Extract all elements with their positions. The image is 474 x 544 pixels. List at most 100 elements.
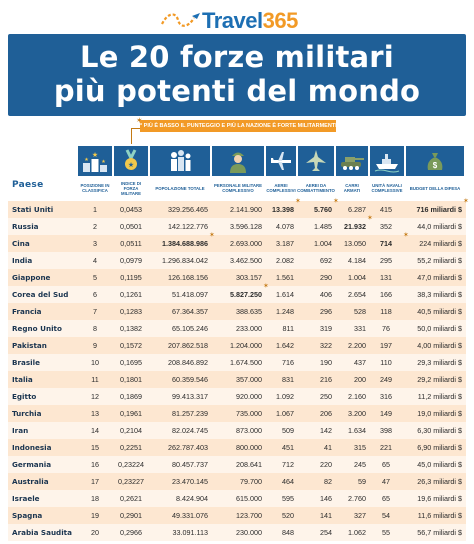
cell-budget: 6,90 miliardi $ [417, 443, 462, 452]
money-bag-icon: $ [406, 146, 464, 176]
cell-index: 0,23227 [118, 477, 144, 486]
table-row[interactable]: Turchia 13 0,1961 81.257.239 735.000 1.067 206… [8, 405, 466, 422]
cell-combat-aircraft: 290 [320, 273, 332, 282]
table-row[interactable]: Russia 2 0,0501 142.122.776 3.596.128 4.078 1.… [8, 215, 466, 235]
cell-rank: 5 [93, 273, 97, 282]
cell-tanks: 331 [354, 324, 366, 333]
table-row[interactable]: Francia 7 0,1283 67.364.357 388.635 1.248 296 5… [8, 303, 466, 320]
cell-rank: 20 [91, 528, 99, 537]
table-row[interactable]: India 4 0,0979 1.296.834.042 3.462.500 2.082 6… [8, 252, 466, 269]
table-row[interactable]: Germania 16 0,23224 80.457.737 208.641 712 220… [8, 456, 466, 473]
brand-logo[interactable]: Travel365 [158, 8, 298, 34]
col-header-index[interactable]: Indice di forza militare [120, 180, 142, 196]
medal-icon: ★ [114, 146, 148, 176]
cell-personnel: 79.700 [240, 477, 262, 486]
cell-budget: 224 miliardi $ [419, 239, 462, 248]
cell-rank: 13 [91, 409, 99, 418]
cell-country: Turchia [12, 409, 42, 418]
col-header-budget[interactable]: Budget della difesa [409, 185, 461, 191]
col-header-personnel[interactable]: Personale militare complessivo [214, 183, 262, 193]
cell-index: 0,2901 [120, 511, 142, 520]
cell-index: 0,23224 [118, 460, 144, 469]
svg-text:$: $ [433, 161, 438, 170]
cell-aircraft: 3.187 [276, 239, 294, 248]
cell-aircraft: 1.614 [276, 290, 294, 299]
cell-rank: 4 [93, 256, 97, 265]
cell-index: 0,0511 [120, 239, 142, 248]
cell-budget: 50,0 miliardi $ [417, 324, 462, 333]
cell-naval: 249 [380, 375, 392, 384]
cell-personnel: 3.462.500 [230, 256, 262, 265]
table-row[interactable]: Pakistan 9 0,1572 207.862.518 1.204.000 1.642… [8, 337, 466, 354]
cell-country: Spagna [12, 511, 43, 520]
cell-tanks: 200 [354, 375, 366, 384]
table-row[interactable]: Cina 3 0,0511 1.384.688.986 ✶ 2.693.000 3.187 1… [8, 232, 466, 252]
table-row[interactable]: Italia 11 0,1801 60.359.546 357.000 831 216 200… [8, 371, 466, 388]
cell-rank: 17 [91, 477, 99, 486]
table-row[interactable]: Brasile 10 0,1695 208.846.892 1.674.500 716 19… [8, 354, 466, 371]
table-row[interactable]: Israele 18 0,2621 8.424.904 615.000 595 146 2.7… [8, 490, 466, 507]
country-column-label: Paese [12, 180, 44, 190]
cell-tanks: 2.200 [348, 341, 366, 350]
cell-country: Regno Unito [12, 324, 62, 333]
table-row[interactable]: Iran 14 0,2104 82.024.745 873.000 509 142 1.634… [8, 422, 466, 439]
cell-tanks: 6.287 [348, 205, 366, 214]
fighter-jet-icon [298, 146, 334, 176]
cell-index: 0,0501 [120, 222, 142, 231]
cell-population: 65.105.246 [172, 324, 208, 333]
cell-population: 207.862.518 [168, 341, 208, 350]
table-row[interactable]: Corea del Sud 6 0,1261 51.418.097 5.827.250 ✶… [8, 283, 466, 303]
col-header-population[interactable]: Popolazione totale [155, 185, 205, 191]
table-row[interactable]: Spagna 19 0,2901 49.331.076 123.700 520 141 327… [8, 507, 466, 524]
cell-naval: 76 [382, 324, 390, 333]
rankings-table: Stati Uniti 1 0,0453 329.256.465 2.141.900 13… [8, 198, 469, 541]
cell-budget: 716 miliardi $ [416, 205, 462, 214]
cell-budget: 19,6 miliardi $ [417, 494, 462, 503]
tank-icon [336, 146, 368, 176]
cell-rank: 14 [91, 426, 99, 435]
table-row[interactable]: Indonesia 15 0,2251 262.787.403 800.000 451 41… [8, 439, 466, 456]
cell-country: Australia [12, 477, 49, 486]
table-row[interactable]: Regno Unito 8 0,1382 65.105.246 233.000 811 31… [8, 320, 466, 337]
cell-rank: 19 [91, 511, 99, 520]
cell-tanks: 4.184 [348, 256, 366, 265]
col-header-tanks[interactable]: Carri armati [343, 183, 361, 193]
cell-personnel: 208.641 [236, 460, 262, 469]
cell-aircraft: 520 [282, 511, 294, 520]
highlight-star-icon: ✶ [263, 283, 269, 290]
table-row[interactable]: Egitto 12 0,1869 99.413.317 920.000 1.092 250 2… [8, 388, 466, 405]
table-row[interactable]: Arabia Saudita 20 0,2966 33.091.113 230.000 8… [8, 524, 466, 541]
table-row[interactable]: Stati Uniti 1 0,0453 329.256.465 2.141.900 13… [8, 198, 469, 218]
cell-rank: 10 [91, 358, 99, 367]
cell-rank: 6 [93, 290, 97, 299]
col-header-combat-aircraft[interactable]: Aerei da combattimento [297, 183, 335, 193]
cell-personnel: 5.827.250 [230, 290, 262, 299]
col-header-aircraft[interactable]: Aerei complessivi [266, 183, 296, 193]
col-header-naval[interactable]: Unità navali complessive [371, 183, 403, 193]
cell-tanks: 59 [358, 477, 366, 486]
cell-index: 0,1283 [120, 307, 142, 316]
cell-naval: 110 [380, 358, 392, 367]
cell-personnel: 123.700 [236, 511, 262, 520]
cell-rank: 2 [93, 222, 97, 231]
soldier-icon [212, 146, 264, 176]
cell-naval: 131 [380, 273, 392, 282]
cell-rank: 8 [93, 324, 97, 333]
highlight-star-icon: ✶ [403, 232, 409, 239]
cell-population: 49.331.076 [172, 511, 208, 520]
cell-aircraft: 2.082 [276, 256, 294, 265]
airplane-loop-icon [161, 13, 200, 27]
table-row[interactable]: Giappone 5 0,1195 126.168.156 303.157 1.561 29… [8, 269, 466, 286]
col-header-rank[interactable]: Posizione in classifica [80, 183, 110, 193]
cell-rank: 18 [91, 494, 99, 503]
cell-combat-aircraft: 220 [320, 460, 332, 469]
cell-aircraft: 1.092 [276, 392, 294, 401]
svg-text:★: ★ [84, 157, 89, 163]
table-row[interactable]: Australia 17 0,23227 23.470.145 79.700 464 82 5… [8, 473, 466, 490]
cell-aircraft: 712 [282, 460, 294, 469]
cell-tanks: 245 [354, 460, 366, 469]
cell-budget: 19,0 miliardi $ [417, 409, 462, 418]
cell-naval: 54 [382, 511, 390, 520]
cell-tanks: 2.760 [348, 494, 366, 503]
cell-naval: 149 [380, 409, 392, 418]
